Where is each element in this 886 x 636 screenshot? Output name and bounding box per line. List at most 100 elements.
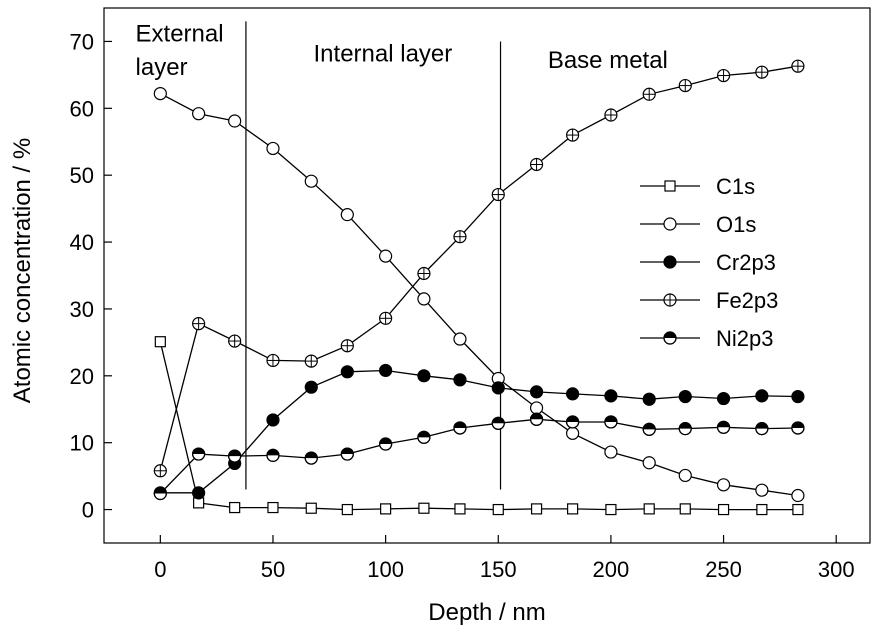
data-point	[663, 217, 677, 231]
x-tick-label: 200	[593, 557, 630, 582]
region-annotation: External	[136, 20, 224, 47]
series-line	[160, 369, 798, 494]
data-point	[192, 486, 206, 500]
data-point	[379, 249, 393, 263]
data-point	[229, 501, 241, 514]
data-point	[192, 447, 206, 461]
x-tick-label: 50	[261, 557, 285, 582]
data-point	[340, 447, 354, 461]
data-point	[492, 503, 504, 516]
data-point	[791, 59, 805, 73]
data-point	[791, 488, 805, 503]
data-point	[716, 391, 731, 406]
series-o1s	[153, 86, 805, 503]
data-point	[643, 503, 655, 515]
y-tick-label: 60	[70, 96, 94, 121]
data-point	[717, 503, 730, 516]
data-point	[529, 412, 544, 426]
legend-item: Ni2p3	[640, 326, 773, 351]
data-point	[567, 503, 579, 515]
data-point	[566, 415, 580, 429]
data-point	[379, 437, 393, 451]
data-point	[228, 334, 242, 348]
data-point	[153, 86, 167, 101]
series-line	[159, 93, 798, 497]
data-point	[663, 293, 677, 307]
data-point	[453, 373, 467, 387]
data-point	[642, 456, 656, 470]
data-point	[642, 87, 656, 101]
y-tick-label: 70	[70, 29, 94, 54]
x-tick-label: 0	[154, 557, 166, 582]
data-point	[678, 78, 692, 93]
data-point	[530, 503, 543, 515]
data-point	[755, 65, 769, 79]
series-cr2p3	[153, 363, 805, 500]
data-point	[679, 503, 691, 515]
x-tick-label: 300	[818, 557, 855, 582]
data-point	[304, 174, 318, 188]
legend-item: O1s	[640, 212, 756, 237]
data-point	[266, 413, 280, 427]
data-point	[792, 503, 804, 516]
data-point	[664, 180, 676, 192]
data-point	[341, 503, 353, 516]
data-point	[153, 486, 167, 501]
series-line	[159, 341, 798, 511]
series-ni2p3	[153, 412, 805, 501]
data-point	[604, 108, 618, 122]
data-point	[716, 478, 731, 492]
y-tick-label: 0	[82, 498, 94, 523]
y-tick-label: 50	[70, 163, 94, 188]
y-tick-label: 30	[70, 297, 94, 322]
data-point	[228, 114, 242, 128]
data-point	[266, 353, 280, 368]
data-point	[267, 501, 279, 514]
data-point	[454, 503, 466, 515]
legend-item: Cr2p3	[640, 250, 776, 275]
data-point	[153, 464, 167, 478]
data-point	[716, 68, 731, 83]
data-point	[605, 503, 617, 516]
data-point	[304, 380, 318, 394]
data-point	[453, 421, 467, 435]
data-point	[604, 389, 618, 403]
data-point	[418, 502, 430, 514]
data-point	[305, 502, 317, 514]
plot-frame	[103, 7, 871, 544]
legend-label: Ni2p3	[716, 326, 773, 351]
series-line	[159, 65, 799, 471]
y-tick-label: 20	[70, 364, 94, 389]
data-point	[663, 255, 677, 269]
data-point	[529, 157, 544, 172]
data-point	[379, 363, 393, 378]
data-point	[154, 336, 166, 348]
y-tick-label: 10	[70, 431, 94, 456]
data-point	[678, 389, 692, 404]
y-axis-title: Atomic concentration / %	[9, 138, 36, 403]
data-point	[192, 317, 206, 331]
region-annotation: layer	[136, 54, 188, 81]
data-point	[266, 141, 280, 156]
data-point	[604, 415, 618, 429]
data-point	[491, 187, 505, 202]
data-point	[756, 503, 768, 516]
x-tick-label: 250	[705, 557, 742, 582]
data-point	[716, 420, 731, 434]
data-point	[340, 339, 354, 353]
series-fe2p3	[153, 59, 805, 478]
data-point	[417, 266, 431, 281]
legend-item: Fe2p3	[640, 288, 778, 313]
data-point	[529, 385, 544, 399]
data-point	[380, 503, 392, 515]
y-tick-label: 40	[70, 230, 94, 255]
data-point	[642, 422, 656, 436]
data-point	[491, 416, 505, 430]
legend-label: C1s	[716, 174, 755, 199]
x-tick-label: 150	[480, 557, 517, 582]
series-line	[159, 418, 798, 494]
data-point	[304, 451, 318, 465]
x-axis-title: Depth / nm	[428, 599, 545, 626]
